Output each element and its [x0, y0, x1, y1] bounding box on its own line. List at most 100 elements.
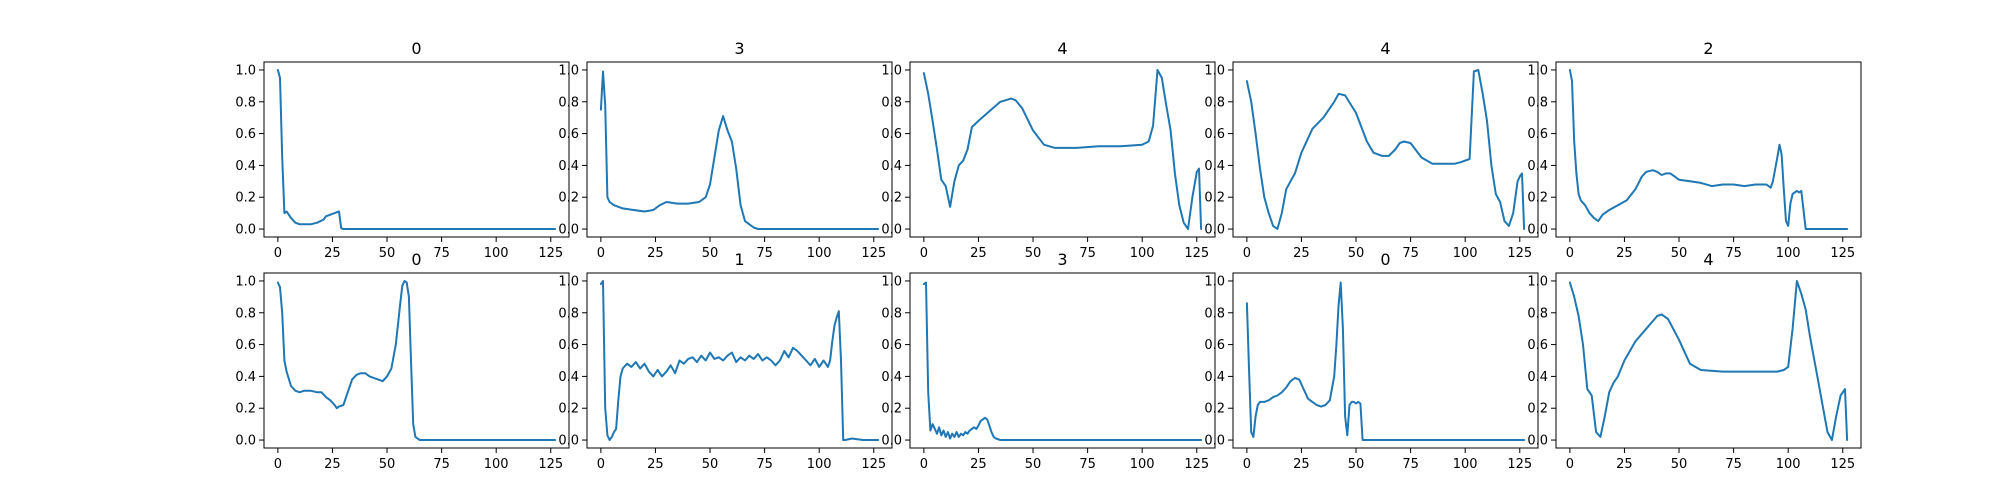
x-tick-label: 25	[1616, 246, 1633, 261]
y-tick-label: 0.6	[235, 338, 256, 353]
x-tick-label: 100	[1776, 246, 1801, 261]
y-tick-label: 0.2	[1204, 191, 1225, 206]
y-tick-label: 1.0	[881, 274, 902, 289]
y-tick-label: 0.8	[235, 306, 256, 321]
x-tick-label: 25	[970, 457, 987, 472]
y-tick-label: 1.0	[881, 63, 902, 78]
subplot-5: 0 0 25 50 75 100 125 0.0 0.2 0.4 0.6 0.8 1.0	[235, 250, 570, 472]
x-tick-label: 125	[1507, 246, 1532, 261]
series-line	[599, 70, 880, 230]
x-tick-label: 100	[1453, 457, 1478, 472]
y-tick-label: 0.2	[1527, 191, 1548, 206]
x-tick-label: 25	[1293, 457, 1310, 472]
x-tick-label: 50	[1025, 246, 1042, 261]
y-tick-label: 0.6	[235, 127, 256, 142]
y-tick-label: 0.4	[1204, 370, 1225, 385]
y-tick-label: 1.0	[1204, 274, 1225, 289]
series-line	[1245, 69, 1526, 230]
y-tick-label: 0.6	[881, 127, 902, 142]
series-line	[922, 69, 1203, 230]
axes-frame	[1555, 61, 1862, 238]
y-tick-label: 0.0	[1204, 223, 1225, 238]
y-tick-label: 0.2	[881, 191, 902, 206]
subplot-title: 0	[1380, 250, 1390, 269]
series-line	[1568, 280, 1849, 441]
x-tick-label: 125	[1184, 246, 1209, 261]
y-tick-label: 0.2	[558, 191, 579, 206]
y-tick-label: 0.4	[881, 159, 902, 174]
x-tick-label: 75	[1725, 457, 1742, 472]
x-tick-label: 125	[1507, 457, 1532, 472]
y-tick-label: 0.6	[558, 338, 579, 353]
subplot-8: 0 0 25 50 75 100 125 0.0 0.2 0.4 0.6 0.8 1.0	[1204, 250, 1539, 472]
y-tick-label: 0.8	[558, 306, 579, 321]
x-tick-label: 50	[1348, 457, 1365, 472]
subplot-title: 3	[734, 39, 744, 58]
y-tick-label: 0.4	[558, 370, 579, 385]
y-tick-label: 0.0	[558, 434, 579, 449]
x-tick-label: 100	[807, 246, 832, 261]
subplot-title: 2	[1703, 39, 1713, 58]
y-tick-label: 0.8	[1204, 95, 1225, 110]
x-tick-label: 125	[538, 457, 563, 472]
y-tick-label: 1.0	[235, 63, 256, 78]
y-tick-label: 0.8	[235, 95, 256, 110]
y-tick-label: 0.0	[558, 223, 579, 238]
axes-frame	[1232, 61, 1539, 238]
x-tick-label: 125	[1830, 457, 1855, 472]
subplot-3: 4 0 25 50 75 100 125 0.0 0.2 0.4 0.6 0.8 1.0	[1204, 39, 1539, 261]
subplot-1: 3 0 25 50 75 100 125 0.0 0.2 0.4 0.6 0.8 1.0	[558, 39, 893, 261]
y-tick-label: 0.6	[1204, 127, 1225, 142]
x-tick-label: 25	[1616, 457, 1633, 472]
y-tick-label: 0.0	[1204, 434, 1225, 449]
x-tick-label: 100	[1130, 457, 1155, 472]
x-tick-label: 0	[597, 457, 605, 472]
y-tick-label: 0.0	[235, 223, 256, 238]
subplot-title: 0	[411, 250, 421, 269]
axes-frame	[586, 272, 893, 449]
y-tick-label: 0.4	[235, 159, 256, 174]
x-tick-label: 25	[324, 246, 341, 261]
y-tick-label: 0.6	[1527, 127, 1548, 142]
x-tick-label: 50	[1671, 246, 1688, 261]
x-tick-label: 75	[1079, 457, 1096, 472]
x-tick-label: 25	[1293, 246, 1310, 261]
y-tick-label: 0.0	[235, 434, 256, 449]
subplot-title: 1	[734, 250, 744, 269]
x-tick-label: 50	[379, 246, 396, 261]
x-tick-label: 50	[702, 246, 719, 261]
y-tick-label: 0.8	[881, 95, 902, 110]
axes-frame	[586, 61, 893, 238]
x-tick-label: 75	[433, 246, 450, 261]
x-tick-label: 0	[1243, 457, 1251, 472]
subplot-4: 2 0 25 50 75 100 125 0.0 0.2 0.4 0.6 0.8 1.0	[1527, 39, 1862, 261]
x-tick-label: 75	[1402, 246, 1419, 261]
y-tick-label: 1.0	[1204, 63, 1225, 78]
x-tick-label: 100	[1453, 246, 1478, 261]
x-tick-label: 25	[647, 246, 664, 261]
subplot-title: 4	[1703, 250, 1713, 269]
y-tick-label: 0.4	[1527, 159, 1548, 174]
x-tick-label: 125	[1830, 246, 1855, 261]
subplot-0: 0 0 25 50 75 100 125 0.0 0.2 0.4 0.6 0.8 1.0	[235, 39, 570, 261]
subplot-title: 0	[411, 39, 421, 58]
axes-frame	[1232, 272, 1539, 449]
x-tick-label: 0	[1566, 246, 1574, 261]
subplot-7: 3 0 25 50 75 100 125 0.0 0.2 0.4 0.6 0.8 1.0	[881, 250, 1216, 472]
x-tick-label: 50	[1348, 246, 1365, 261]
y-tick-label: 0.8	[1527, 306, 1548, 321]
x-tick-label: 75	[756, 246, 773, 261]
axes-frame	[909, 272, 1216, 449]
x-tick-label: 0	[274, 457, 282, 472]
y-tick-label: 0.2	[558, 402, 579, 417]
subplot-2: 4 0 25 50 75 100 125 0.0 0.2 0.4 0.6 0.8 1.0	[881, 39, 1216, 261]
y-tick-label: 0.8	[881, 306, 902, 321]
y-tick-label: 1.0	[1527, 63, 1548, 78]
x-tick-label: 25	[324, 457, 341, 472]
series-line	[1568, 69, 1849, 230]
x-tick-label: 100	[484, 457, 509, 472]
y-tick-label: 0.8	[558, 95, 579, 110]
x-tick-label: 100	[1776, 457, 1801, 472]
y-tick-label: 0.4	[1204, 159, 1225, 174]
